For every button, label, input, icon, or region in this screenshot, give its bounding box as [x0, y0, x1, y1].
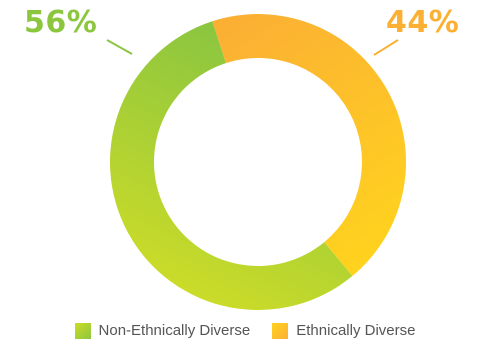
legend-label: Ethnically Diverse [296, 322, 416, 339]
donut-slice-non-ethnically-diverse [109, 21, 353, 311]
legend-swatch-ethnically-diverse [272, 322, 289, 339]
legend: Non-Ethnically Diverse Ethnically Divers… [0, 322, 490, 339]
callout-line-non-ethnically-diverse [106, 39, 133, 55]
legend-swatch-non-ethnically-diverse [74, 322, 91, 339]
legend-label: Non-Ethnically Diverse [98, 322, 251, 339]
legend-item-non-ethnically-diverse: Non-Ethnically Diverse [74, 322, 251, 339]
data-label-non-ethnically-diverse: 56% [24, 5, 98, 40]
callout-line-ethnically-diverse [373, 39, 399, 56]
data-label-ethnically-diverse: 44% [386, 5, 460, 40]
legend-item-ethnically-diverse: Ethnically Diverse [272, 322, 415, 339]
donut-slice-ethnically-diverse [212, 14, 406, 277]
